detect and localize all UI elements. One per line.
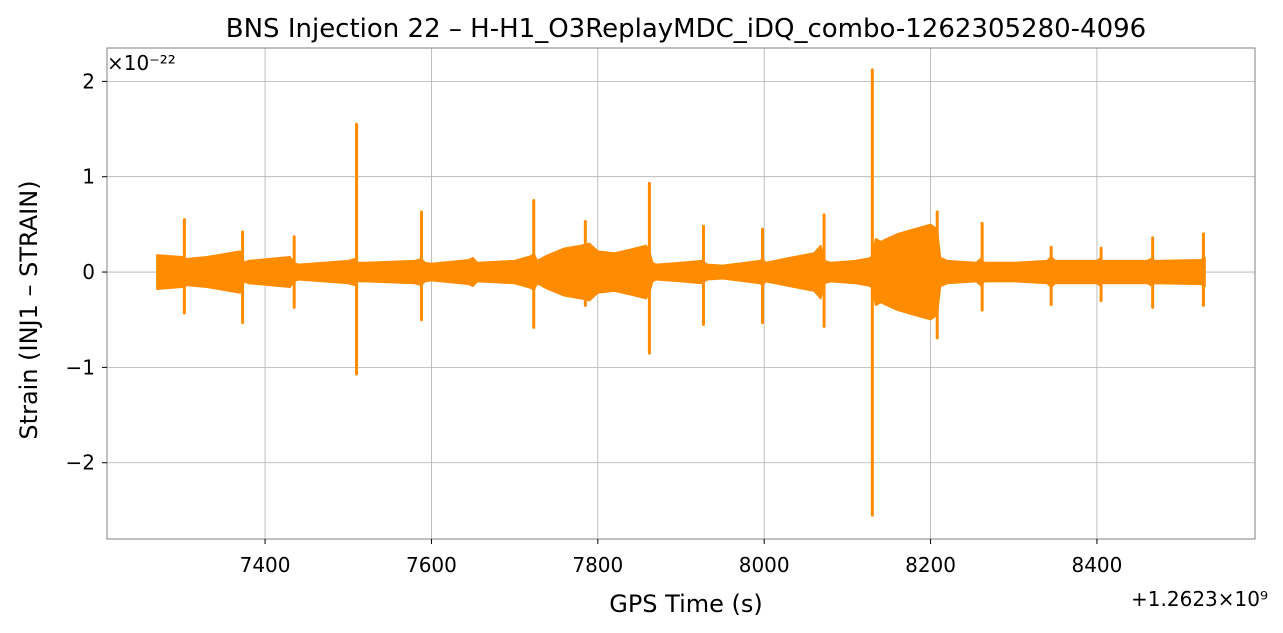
plot-frame	[106, 47, 1256, 540]
data-layer	[156, 68, 1206, 517]
y-tick-label: −1	[66, 355, 95, 379]
y-tick-label: −2	[66, 451, 95, 475]
x-axis-label: GPS Time (s)	[609, 590, 763, 618]
x-offset-label: +1.2623×10⁹	[1131, 587, 1268, 611]
y-tick-label: 0	[82, 260, 95, 284]
y-tick-label: 2	[82, 69, 95, 93]
x-tick-label: 7400	[240, 553, 291, 577]
x-tick-label: 8000	[739, 553, 790, 577]
strain-series-band	[156, 223, 1206, 321]
x-tick-label: 7600	[406, 553, 457, 577]
y-multiplier-label: ×10⁻²²	[107, 51, 176, 75]
x-tick-label: 7800	[572, 553, 623, 577]
y-tick-label: 1	[82, 165, 95, 189]
x-tick-label: 8400	[1071, 553, 1122, 577]
y-axis-label: Strain (INJ1 – STRAIN)	[15, 180, 43, 439]
chart-title: BNS Injection 22 – H-H1_O3ReplayMDC_iDQ_…	[226, 14, 1146, 44]
tick-layer: 7400 7600 7800 8000 8200 8400 −2 −1 0 1 2	[66, 69, 1123, 577]
x-tick-label: 8200	[905, 553, 956, 577]
